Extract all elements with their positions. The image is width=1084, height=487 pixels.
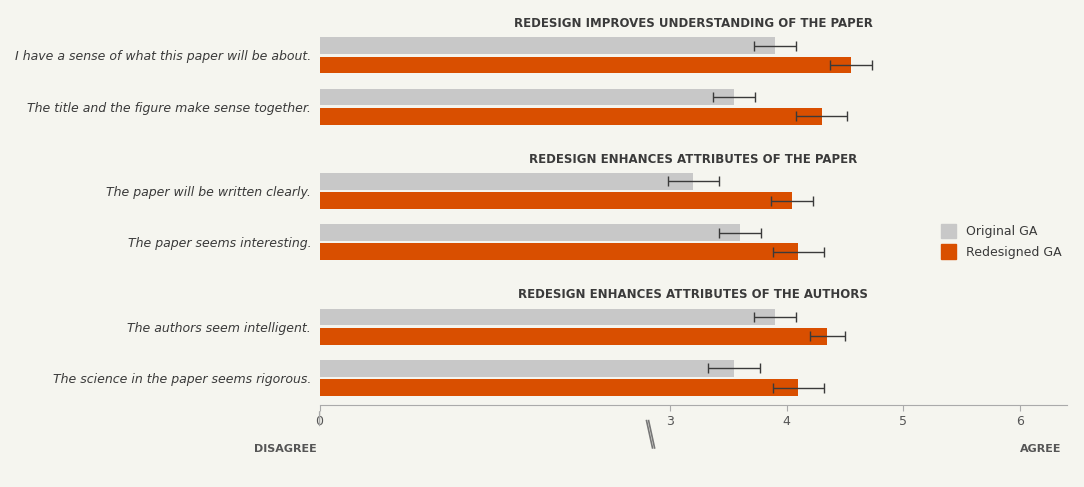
Text: DISAGREE: DISAGREE — [255, 444, 318, 454]
Bar — [320, 379, 798, 396]
Bar — [320, 328, 827, 345]
Bar — [320, 224, 740, 241]
Legend: Original GA, Redesigned GA: Original GA, Redesigned GA — [934, 217, 1068, 265]
Bar — [320, 192, 792, 209]
Text: REDESIGN ENHANCES ATTRIBUTES OF THE PAPER: REDESIGN ENHANCES ATTRIBUTES OF THE PAPE… — [529, 153, 857, 166]
Bar — [320, 244, 798, 261]
Bar — [320, 108, 822, 125]
Text: REDESIGN ENHANCES ATTRIBUTES OF THE AUTHORS: REDESIGN ENHANCES ATTRIBUTES OF THE AUTH… — [518, 288, 868, 301]
Bar — [320, 173, 693, 190]
Text: REDESIGN IMPROVES UNDERSTANDING OF THE PAPER: REDESIGN IMPROVES UNDERSTANDING OF THE P… — [514, 17, 873, 30]
Bar — [320, 89, 734, 105]
Bar — [320, 37, 775, 54]
Bar — [320, 56, 851, 74]
Text: AGREE: AGREE — [1020, 444, 1061, 454]
Bar — [320, 309, 775, 325]
Bar — [320, 360, 734, 376]
